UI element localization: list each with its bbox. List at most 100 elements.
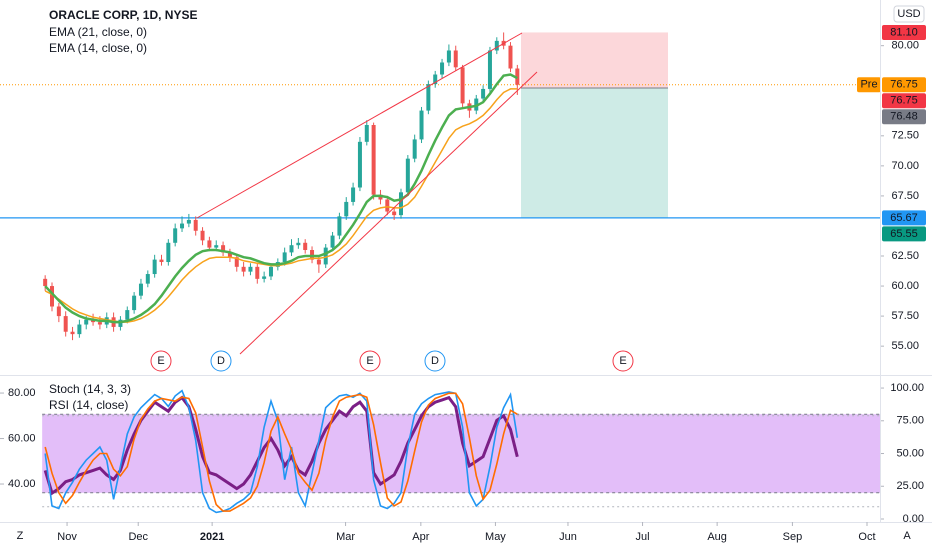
- candle-body: [337, 216, 342, 236]
- indicator-line: [44, 392, 518, 512]
- y2-tick-label: 50.00: [896, 447, 924, 459]
- price-badge-label: 81.10: [890, 26, 918, 38]
- candle-body: [392, 211, 397, 216]
- event-marker: [612, 350, 634, 372]
- y-tick-label: 60.00: [8, 432, 36, 444]
- candle-body: [515, 68, 520, 85]
- candle-body: [481, 88, 486, 99]
- candle-body: [426, 84, 431, 111]
- candle-body: [344, 201, 349, 217]
- candle-body: [84, 319, 89, 325]
- y2-tick-label: 25.00: [896, 480, 924, 492]
- ema-line: [44, 73, 518, 324]
- candle-body: [262, 276, 267, 279]
- candle-body: [412, 139, 417, 159]
- candle-body: [364, 125, 369, 142]
- price-badge: [882, 226, 926, 242]
- y-tick-label: 72.50: [891, 130, 919, 142]
- candle-body: [460, 67, 465, 104]
- event-label: D: [431, 355, 439, 367]
- currency-box[interactable]: [893, 5, 925, 23]
- candle-body: [241, 266, 246, 272]
- chart-title: ORACLE CORP, 1D, NYSE: [49, 8, 197, 22]
- candle-body: [282, 252, 287, 263]
- candle-body: [214, 245, 219, 248]
- x-tick-label: May: [485, 531, 506, 543]
- x-tick-label: Dec: [128, 531, 148, 543]
- y-tick-label: 60.00: [891, 280, 919, 292]
- price-badge: [882, 93, 926, 109]
- candle-body: [330, 235, 335, 248]
- candle-body: [303, 242, 308, 250]
- candle-body: [43, 278, 48, 287]
- candle-body: [453, 50, 458, 68]
- stoch-band: [42, 414, 881, 493]
- candle-body: [50, 286, 55, 307]
- tag-label: Pre: [860, 79, 877, 91]
- price-badge-label: 65.67: [890, 212, 918, 224]
- candle-body: [207, 240, 212, 248]
- price-badge: [882, 210, 926, 226]
- candle-body: [180, 223, 185, 229]
- x-tick-label: Jun: [559, 531, 577, 543]
- x-tick-label: Aug: [707, 531, 727, 543]
- candle-body: [193, 219, 198, 231]
- y-tick-label: 55.00: [891, 340, 919, 352]
- price-badge-label: 76.75: [890, 79, 918, 91]
- candle-body: [494, 40, 499, 51]
- price-badge: [882, 24, 926, 40]
- candle-body: [371, 125, 376, 195]
- candle-body: [145, 274, 150, 284]
- candle-body: [132, 295, 137, 311]
- candle-body: [268, 266, 273, 277]
- tag-badge: [857, 77, 881, 93]
- candle-body: [351, 187, 356, 202]
- trend-line: [196, 32, 523, 219]
- currency: USD: [897, 8, 920, 20]
- price-badge-label: 76.48: [890, 111, 918, 123]
- candle-body: [433, 74, 438, 85]
- y2-tick-label: 75.00: [896, 415, 924, 427]
- event-marker: [359, 350, 381, 372]
- price-pane: 80.00 72.50 70.00 67.50 62.50 60.00 57.50 55.00…: [0, 24, 926, 372]
- candle-body: [316, 259, 321, 265]
- event-label: E: [157, 355, 164, 367]
- price-badge-label: 76.75: [890, 95, 918, 107]
- target-zone: [521, 87, 668, 218]
- event-label: E: [619, 355, 626, 367]
- candle-body: [508, 45, 513, 69]
- zoom-button[interactable]: Z: [17, 530, 24, 542]
- candle-body: [186, 219, 191, 224]
- legend-entry: EMA (14, close, 0): [49, 41, 147, 55]
- y-tick-label: 80.00: [8, 387, 36, 399]
- candle-body: [385, 199, 390, 212]
- x-tick-label: Apr: [412, 531, 429, 543]
- y-tick-label: 40.00: [8, 478, 36, 490]
- x-tick-label: 2021: [200, 531, 224, 543]
- legend-entry: Stoch (14, 3, 3): [49, 382, 131, 396]
- stop-zone: [521, 32, 668, 88]
- candle-body: [234, 257, 239, 267]
- auto-scale-button[interactable]: A: [903, 530, 911, 542]
- candle-body: [97, 322, 102, 325]
- indicator-pane: 80.00 60.00 40.00 100.00 75.00 50.00 25.00 0.00: [0, 382, 924, 525]
- x-tick-label: Jul: [636, 531, 650, 543]
- candle-body: [248, 266, 253, 272]
- x-tick-label: Sep: [783, 531, 803, 543]
- candle-body: [323, 247, 328, 265]
- event-marker: [424, 350, 446, 372]
- x-tick-label: Nov: [57, 531, 77, 543]
- candle-body: [159, 259, 164, 263]
- candle-body: [296, 242, 301, 246]
- legend-entry: EMA (21, close, 0): [49, 25, 147, 39]
- candle-body: [200, 230, 205, 241]
- y2-tick-label: 0.00: [903, 513, 924, 525]
- y-tick-label: 62.50: [891, 250, 919, 262]
- candle-body: [405, 158, 410, 193]
- y2-tick-label: 100.00: [890, 382, 924, 394]
- y-tick-label: 57.50: [891, 310, 919, 322]
- candle-body: [255, 266, 260, 279]
- candle-body: [440, 62, 445, 75]
- candle-body: [138, 283, 143, 296]
